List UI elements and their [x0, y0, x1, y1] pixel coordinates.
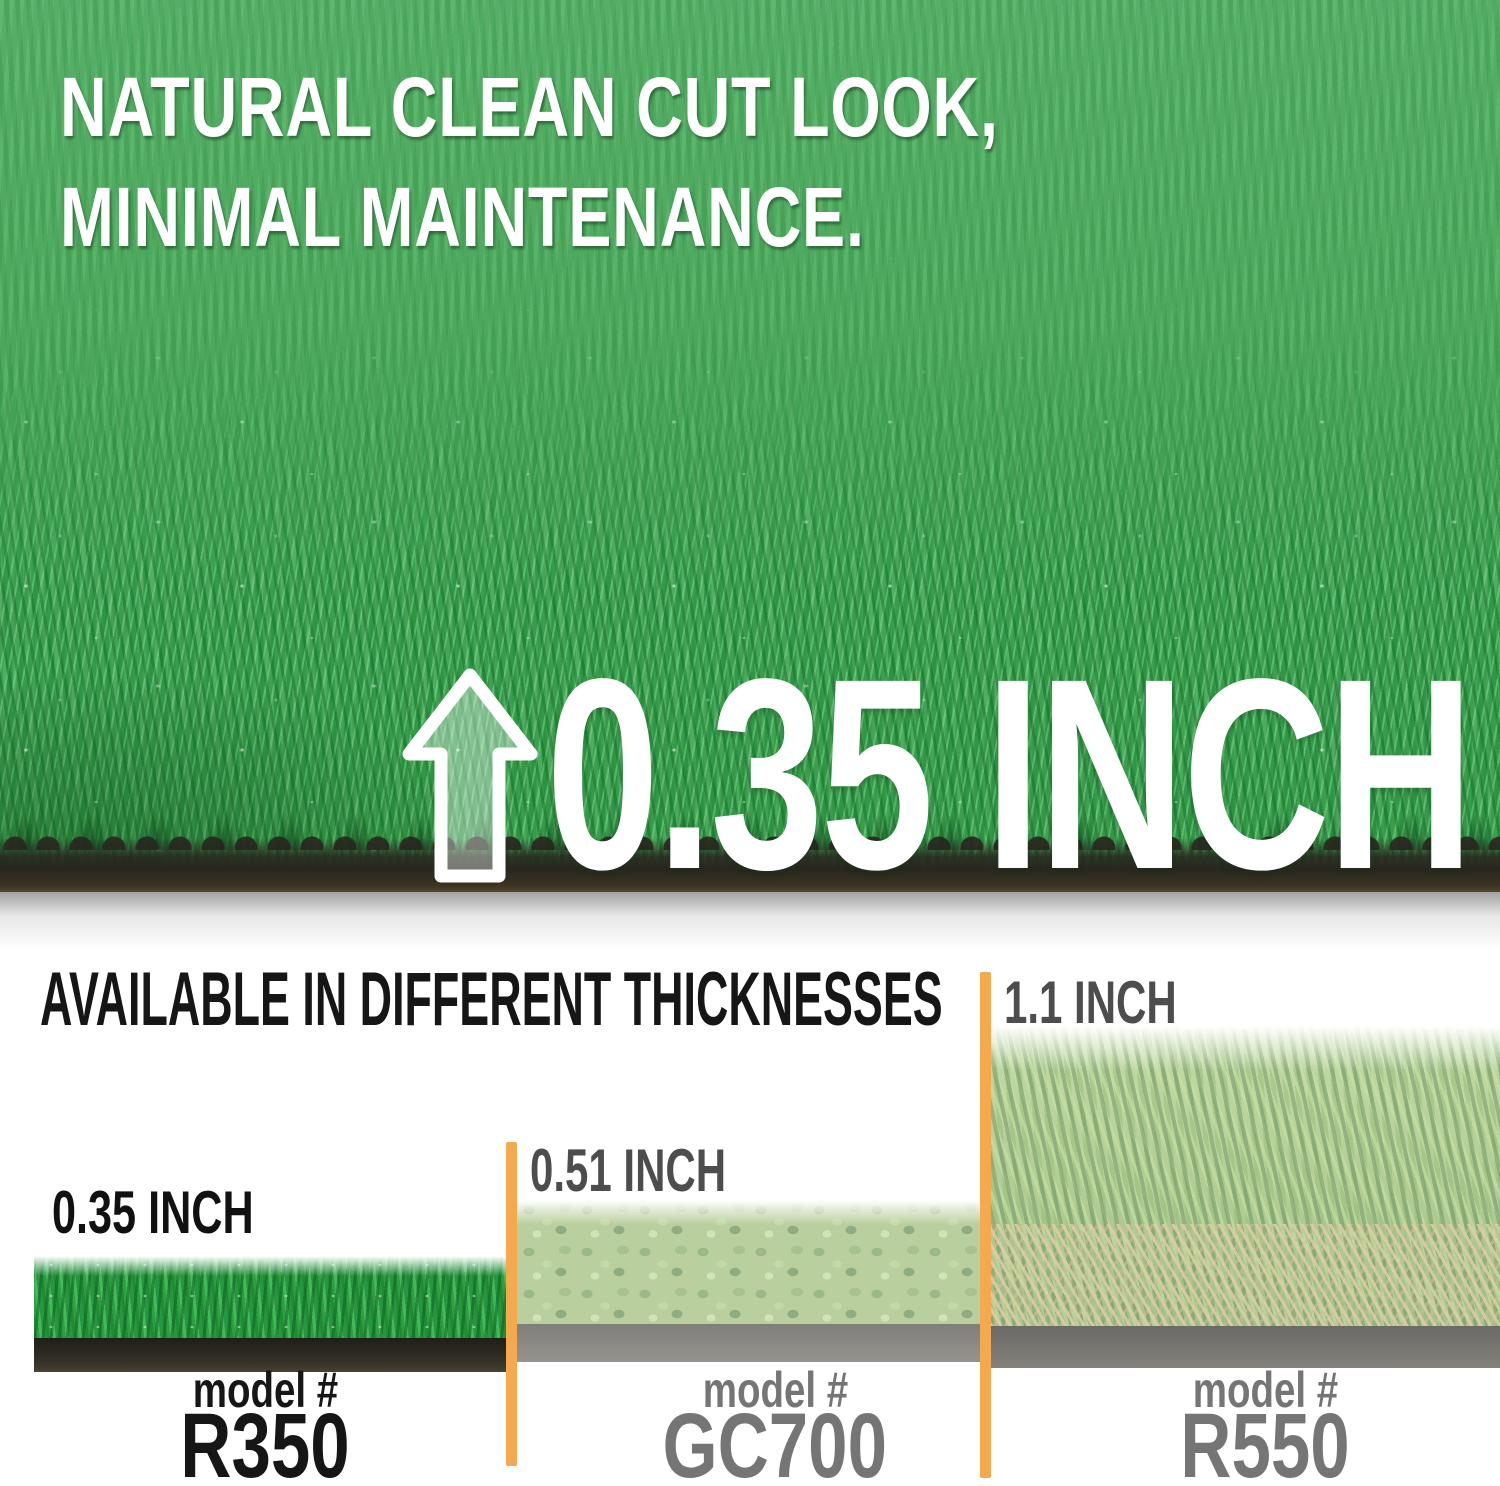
model-label-gc700: model # GC700	[555, 1362, 995, 1486]
headline-line1: NATURAL CLEAN CUT LOOK,	[60, 60, 999, 154]
turf-sample-gc700-grass	[517, 1200, 981, 1326]
thickness-label-gc700: 0.51 INCH	[530, 1137, 727, 1204]
thickness-label-r350: 0.35 INCH	[52, 1179, 254, 1246]
grass-photo	[0, 0, 1500, 892]
model-number: GC700	[662, 1395, 888, 1486]
turf-sample-r350-backing	[34, 1338, 508, 1372]
model-prefix: model #	[702, 1362, 848, 1418]
turf-sample-r350-grass	[34, 1256, 508, 1340]
turf-sample-r550-backing	[991, 1326, 1500, 1368]
turf-sample-r550	[991, 1026, 1500, 1368]
turf-drop-shadow	[0, 892, 1500, 956]
divider-line	[980, 972, 991, 1478]
model-label-r350: model # R350	[45, 1362, 485, 1486]
model-prefix: model #	[192, 1362, 338, 1418]
turf-backing-edge	[0, 826, 1500, 892]
model-label-r550: model # R550	[1045, 1362, 1485, 1486]
turf-sample-gc700	[517, 1200, 981, 1362]
model-number: R350	[180, 1395, 350, 1486]
up-arrow-icon	[402, 668, 538, 883]
turf-sample-r550-thatch	[991, 1224, 1500, 1328]
headline: NATURAL CLEAN CUT LOOK, MINIMAL MAINTENA…	[60, 52, 999, 272]
thickness-label-r550: 1.1 INCH	[1004, 969, 1177, 1036]
turf-sample-r350	[34, 1256, 508, 1372]
divider-line	[506, 1142, 517, 1466]
turf-sample-gc700-backing	[517, 1324, 981, 1362]
comparison-title: AVAILABLE IN DIFFERENT THICKNESSES	[40, 957, 943, 1042]
model-number: R550	[1180, 1395, 1350, 1486]
headline-line2: MINIMAL MAINTENANCE.	[60, 170, 865, 264]
thickness-callout: 0.35 INCH	[546, 622, 1474, 926]
model-prefix: model #	[1192, 1362, 1338, 1418]
